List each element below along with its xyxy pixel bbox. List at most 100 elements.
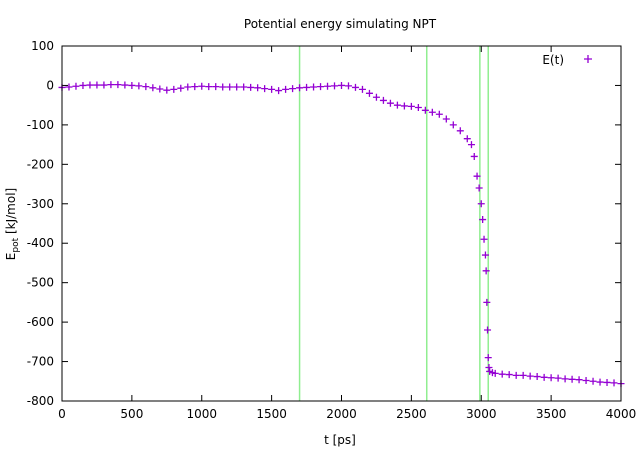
data-point <box>149 84 157 92</box>
data-point <box>575 376 583 384</box>
y-tick-label: -300 <box>27 197 54 211</box>
data-point <box>603 378 611 386</box>
data-point <box>289 85 297 93</box>
data-point <box>275 87 283 95</box>
y-tick-label: -500 <box>27 276 54 290</box>
data-point <box>483 298 491 306</box>
data-point <box>485 363 493 371</box>
data-point <box>205 83 213 91</box>
data-point <box>449 121 457 129</box>
data-point <box>226 83 234 91</box>
data-point <box>65 83 73 91</box>
y-tick-label: -100 <box>27 118 54 132</box>
data-point <box>163 86 171 94</box>
data-point <box>310 83 318 91</box>
x-tick-label: 2000 <box>326 407 357 421</box>
data-point <box>247 83 255 91</box>
data-point <box>240 83 248 91</box>
plot-frame <box>61 45 622 402</box>
data-point <box>484 354 492 362</box>
data-point <box>358 85 366 93</box>
data-point <box>191 83 199 91</box>
y-tick-label: -200 <box>27 157 54 171</box>
data-point <box>475 184 483 192</box>
data-point <box>386 99 394 107</box>
data-point <box>303 83 311 91</box>
y-axis-label-rest: [kJ/mol] <box>4 188 18 238</box>
x-tick-label: 1000 <box>186 407 217 421</box>
data-point <box>456 127 464 135</box>
data-point <box>473 172 481 180</box>
data-point <box>428 108 436 116</box>
legend-marker <box>584 55 592 63</box>
data-point <box>121 81 129 89</box>
data-point <box>135 82 143 90</box>
data-point <box>372 93 380 101</box>
y-tick-label: -800 <box>27 394 54 408</box>
data-point <box>463 135 471 143</box>
data-point <box>596 378 604 386</box>
data-point <box>610 379 618 387</box>
data-point <box>86 81 94 89</box>
x-tick-label: 1500 <box>256 407 287 421</box>
data-point <box>198 82 206 90</box>
legend-label: E(t) <box>542 53 564 67</box>
data-point <box>491 369 499 377</box>
data-point <box>482 267 490 275</box>
data-point <box>365 89 373 97</box>
data-point <box>184 83 192 91</box>
data-point <box>317 83 325 91</box>
data-point <box>261 85 269 93</box>
data-point <box>479 216 487 224</box>
x-tick-label: 2500 <box>396 407 427 421</box>
y-tick-label: -700 <box>27 355 54 369</box>
data-point <box>114 81 122 89</box>
data-point <box>467 141 475 149</box>
data-point <box>212 83 220 91</box>
data-point <box>498 370 506 378</box>
y-tick-label: 100 <box>31 39 54 53</box>
data-point <box>540 373 548 381</box>
data-point <box>351 83 359 91</box>
data-point <box>442 115 450 123</box>
data-point <box>344 82 352 90</box>
y-tick-label: 0 <box>46 78 54 92</box>
y-tick-label: -600 <box>27 315 54 329</box>
data-point <box>421 106 429 114</box>
data-point <box>72 82 80 90</box>
data-point <box>177 84 185 92</box>
chart-title: Potential energy simulating NPT <box>244 17 437 31</box>
data-point <box>170 85 178 93</box>
plot-area: 0 500 1000 1500 2000 2500 3000 3500 40001000-100… <box>27 39 637 421</box>
x-tick-label: 3000 <box>466 407 497 421</box>
data-point <box>393 101 401 109</box>
x-tick-label: 500 <box>120 407 143 421</box>
data-point <box>107 81 115 89</box>
y-tick-label: -400 <box>27 236 54 250</box>
data-point <box>589 377 597 385</box>
data-point <box>93 81 101 89</box>
data-point <box>505 371 513 379</box>
data-point <box>233 83 241 91</box>
data-point <box>331 82 339 90</box>
data-point <box>481 251 489 259</box>
x-tick-label: 3500 <box>536 407 567 421</box>
data-point <box>512 371 520 379</box>
x-axis-label: t [ps] <box>324 433 356 447</box>
data-point <box>526 372 534 380</box>
data-point <box>400 102 408 110</box>
data-point <box>484 326 492 334</box>
legend: E(t) <box>542 53 592 67</box>
data-point <box>324 82 332 90</box>
data-point <box>254 84 262 92</box>
data-point <box>554 374 562 382</box>
data-point <box>568 375 576 383</box>
y-axis-label: Epot [kJ/mol] <box>4 188 21 260</box>
data-point <box>414 104 422 112</box>
data-point <box>407 102 415 110</box>
data-point <box>547 374 555 382</box>
data-point <box>561 375 569 383</box>
data-point <box>519 371 527 379</box>
data-point <box>156 85 164 93</box>
